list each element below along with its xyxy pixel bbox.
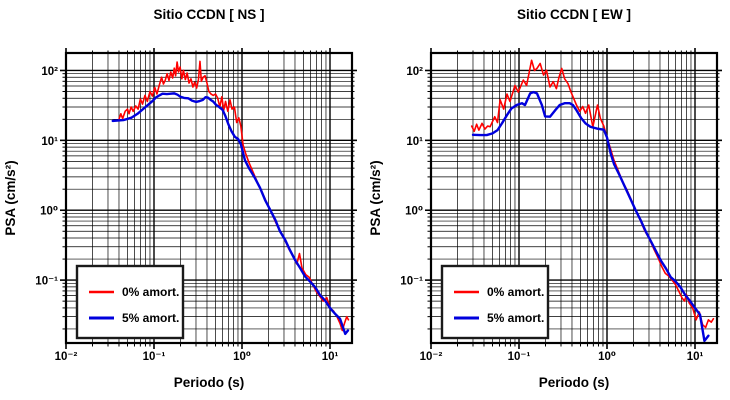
- series-1: [471, 90, 710, 343]
- chart-panel-ew: 10⁻² 10⁻¹ 10⁰ 10¹ 10² 10¹ 10⁰ 10⁻¹ 0% amort. 5%…: [365, 0, 730, 400]
- y-tick-label: 10⁻¹: [400, 276, 423, 288]
- y-tick-label: 10¹: [406, 136, 423, 148]
- chart-title: Sitio CCDN [ NS ]: [154, 7, 265, 22]
- y-tick-label: 10²: [406, 66, 423, 78]
- y-axis-label: PSA (cm/s²): [368, 160, 383, 235]
- plot-border: [429, 51, 719, 345]
- chart-ns: 10⁻² 10⁻¹ 10⁰ 10¹ 10² 10¹ 10⁰ 10⁻¹ 0% amort. 5%…: [3, 7, 357, 390]
- y-tick-label: 10⁰: [405, 206, 423, 218]
- x-axis-label: Periodo (s): [539, 375, 610, 390]
- y-tick-label: 10¹: [41, 136, 58, 148]
- x-tick-label: 10¹: [322, 351, 339, 363]
- chart-title: Sitio CCDN [ EW ]: [517, 7, 631, 22]
- legend-box: [75, 264, 185, 340]
- x-tick-label: 10¹: [687, 351, 704, 363]
- chart-panel-ns: 10⁻² 10⁻¹ 10⁰ 10¹ 10² 10¹ 10⁰ 10⁻¹ 0% amort. 5%…: [3, 7, 357, 390]
- x-tick-label: 10⁻²: [55, 351, 78, 363]
- legend-label-0pct: 0% amort.: [122, 285, 179, 299]
- legend: 0% amort. 5% amort.: [440, 264, 550, 340]
- y-tick-label: 10²: [41, 66, 58, 78]
- x-tick-label: 10⁰: [598, 351, 616, 363]
- y-axis-label: PSA (cm/s²): [3, 160, 18, 235]
- chart-ew: 10⁻² 10⁻¹ 10⁰ 10¹ 10² 10¹ 10⁰ 10⁻¹ 0% amort. 5%…: [368, 7, 722, 390]
- series-0: [118, 60, 350, 332]
- legend-label-5pct: 5% amort.: [487, 311, 544, 325]
- curves-layer: [111, 60, 350, 336]
- x-tick-label: 10⁻¹: [508, 351, 531, 363]
- y-tick-label: 10⁰: [40, 206, 58, 218]
- series-1: [111, 92, 350, 336]
- y-tick-label: 10⁻¹: [35, 276, 58, 288]
- legend-label-5pct: 5% amort.: [122, 311, 179, 325]
- x-tick-label: 10⁰: [233, 351, 251, 363]
- series-0: [470, 59, 715, 329]
- x-axis-label: Periodo (s): [174, 375, 245, 390]
- curves-layer: [470, 59, 715, 343]
- frame-layer: 10⁻² 10⁻¹ 10⁰ 10¹ 10² 10¹ 10⁰ 10⁻¹: [35, 48, 357, 363]
- x-tick-label: 10⁻²: [420, 351, 443, 363]
- plot-border: [64, 51, 354, 345]
- legend-label-0pct: 0% amort.: [487, 285, 544, 299]
- legend-box: [440, 264, 550, 340]
- x-tick-label: 10⁻¹: [143, 351, 166, 363]
- frame-layer: 10⁻² 10⁻¹ 10⁰ 10¹ 10² 10¹ 10⁰ 10⁻¹: [400, 48, 722, 363]
- legend: 0% amort. 5% amort.: [75, 264, 185, 340]
